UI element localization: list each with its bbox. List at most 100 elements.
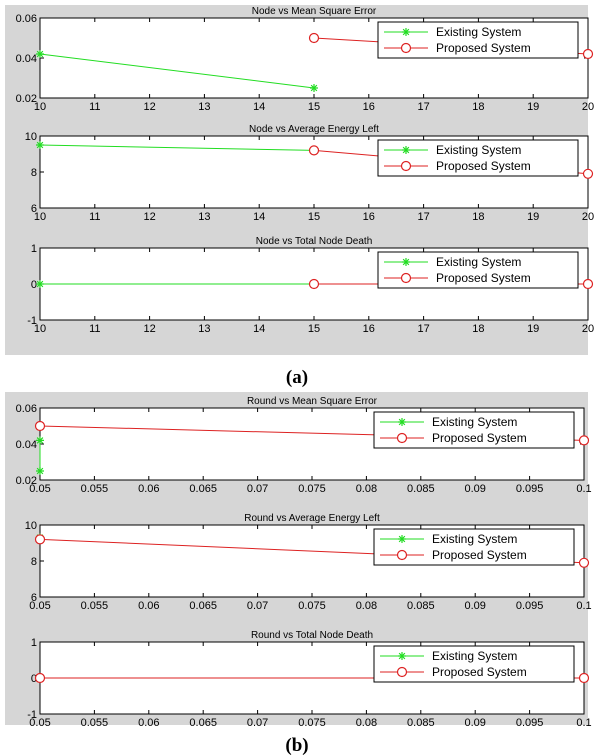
x-tick-label: 19 bbox=[527, 101, 539, 113]
legend-label-proposed: Proposed System bbox=[432, 548, 527, 562]
panel-caption: (b) bbox=[285, 735, 308, 755]
existing-marker-legend-0 bbox=[398, 535, 406, 543]
x-tick-label: 0.09 bbox=[464, 600, 485, 612]
x-tick-label: 19 bbox=[527, 211, 539, 223]
existing-system-line bbox=[39, 53, 315, 89]
y-tick-label: 10 bbox=[25, 131, 37, 143]
x-tick-label: 0.05 bbox=[29, 483, 50, 495]
x-tick-label: 10 bbox=[34, 323, 46, 335]
x-tick-label: 20 bbox=[582, 323, 594, 335]
y-tick-label: 1 bbox=[31, 637, 37, 649]
y-tick-label: -1 bbox=[27, 315, 37, 327]
x-tick-label: 0.1 bbox=[576, 717, 591, 729]
legend-label-existing: Existing System bbox=[432, 415, 517, 429]
x-tick-label: 0.07 bbox=[247, 717, 268, 729]
proposed-marker-0 bbox=[308, 145, 320, 156]
y-tick-label: 0 bbox=[31, 673, 37, 685]
x-tick-label: 0.065 bbox=[189, 483, 217, 495]
proposed-marker-0 bbox=[308, 32, 320, 44]
existing-marker-1 bbox=[36, 467, 44, 475]
proposed-marker-0 bbox=[34, 534, 46, 545]
legend: Existing System Proposed System bbox=[373, 411, 575, 449]
x-tick-label: 17 bbox=[417, 101, 429, 113]
y-tick-label: 0.04 bbox=[16, 439, 37, 451]
y-tick-label: 8 bbox=[31, 167, 37, 179]
existing-marker-0 bbox=[36, 436, 44, 445]
y-tick-label: 0.06 bbox=[16, 403, 37, 415]
existing-marker-1 bbox=[310, 84, 318, 92]
x-tick-label: 0.06 bbox=[138, 717, 159, 729]
x-tick-label: 16 bbox=[363, 101, 375, 113]
x-tick-label: 0.095 bbox=[516, 717, 544, 729]
x-tick-label: 13 bbox=[198, 101, 210, 113]
plot-title: Round vs Average Energy Left bbox=[244, 513, 380, 524]
x-tick-label: 0.085 bbox=[407, 600, 435, 612]
legend-label-existing: Existing System bbox=[432, 649, 517, 663]
legend-box bbox=[377, 251, 579, 289]
x-tick-label: 0.08 bbox=[356, 483, 377, 495]
legend-label-proposed: Proposed System bbox=[436, 159, 531, 173]
legend-box bbox=[377, 139, 579, 177]
x-tick-label: 16 bbox=[363, 323, 375, 335]
proposed-marker-1 bbox=[578, 557, 590, 568]
x-tick-label: 15 bbox=[308, 211, 320, 223]
existing-marker-0 bbox=[36, 280, 44, 288]
legend-box bbox=[377, 21, 579, 59]
x-tick-label: 19 bbox=[527, 323, 539, 335]
x-tick-label: 10 bbox=[34, 101, 46, 113]
proposed-marker-legend-1 bbox=[400, 42, 412, 54]
y-tick-label: 0 bbox=[31, 279, 37, 291]
proposed-marker-1 bbox=[582, 278, 594, 290]
x-tick-label: 17 bbox=[417, 323, 429, 335]
proposed-marker-1 bbox=[578, 672, 590, 684]
x-tick-label: 0.095 bbox=[516, 483, 544, 495]
subplot: Round vs Average Energy Left 0.05 0.055 0.0… bbox=[25, 513, 592, 612]
legend: Existing System Proposed System bbox=[377, 251, 579, 289]
x-tick-label: 0.05 bbox=[29, 600, 50, 612]
legend: Existing System Proposed System bbox=[373, 528, 575, 566]
x-tick-label: 0.09 bbox=[464, 717, 485, 729]
subplot: Node vs Average Energy Left 10 11 12 13 14 15 1… bbox=[25, 124, 594, 223]
proposed-marker-legend-1 bbox=[396, 432, 408, 444]
x-tick-label: 10 bbox=[34, 211, 46, 223]
y-tick-label: 1 bbox=[31, 243, 37, 255]
plot-title: Node vs Total Node Death bbox=[256, 236, 373, 247]
legend: Existing System Proposed System bbox=[377, 21, 579, 59]
x-tick-label: 0.075 bbox=[298, 600, 326, 612]
y-tick-label: 0.06 bbox=[16, 13, 37, 25]
legend-box bbox=[373, 645, 575, 683]
existing-system-line bbox=[39, 144, 315, 151]
x-tick-label: 15 bbox=[308, 323, 320, 335]
x-tick-label: 0.095 bbox=[516, 600, 544, 612]
existing-marker-legend-0 bbox=[402, 258, 410, 266]
legend-label-existing: Existing System bbox=[436, 25, 521, 39]
existing-marker-legend-0 bbox=[402, 28, 410, 36]
x-tick-label: 0.09 bbox=[464, 483, 485, 495]
existing-marker-legend-0 bbox=[402, 146, 410, 154]
proposed-marker-1 bbox=[578, 435, 590, 446]
plot-title: Round vs Mean Square Error bbox=[247, 396, 378, 407]
legend-label-proposed: Proposed System bbox=[432, 665, 527, 679]
legend-label-existing: Existing System bbox=[432, 532, 517, 546]
x-tick-label: 0.075 bbox=[298, 717, 326, 729]
x-tick-label: 0.055 bbox=[81, 717, 109, 729]
x-tick-label: 0.08 bbox=[356, 717, 377, 729]
x-tick-label: 0.1 bbox=[576, 600, 591, 612]
proposed-marker-1 bbox=[582, 168, 594, 179]
legend: Existing System Proposed System bbox=[377, 139, 579, 177]
proposed-marker-legend-1 bbox=[400, 160, 412, 172]
legend-box bbox=[373, 411, 575, 449]
x-tick-label: 16 bbox=[363, 211, 375, 223]
subplot: Round vs Total Node Death 0.05 0.055 0.06 0.… bbox=[27, 630, 591, 729]
x-tick-label: 17 bbox=[417, 211, 429, 223]
legend-label-proposed: Proposed System bbox=[432, 431, 527, 445]
plot-title: Round vs Total Node Death bbox=[251, 630, 373, 641]
x-tick-label: 18 bbox=[472, 101, 484, 113]
x-tick-label: 0.05 bbox=[29, 717, 50, 729]
x-tick-label: 0.06 bbox=[138, 600, 159, 612]
x-tick-label: 13 bbox=[198, 211, 210, 223]
x-tick-label: 12 bbox=[143, 101, 155, 113]
proposed-marker-legend-1 bbox=[396, 666, 408, 678]
